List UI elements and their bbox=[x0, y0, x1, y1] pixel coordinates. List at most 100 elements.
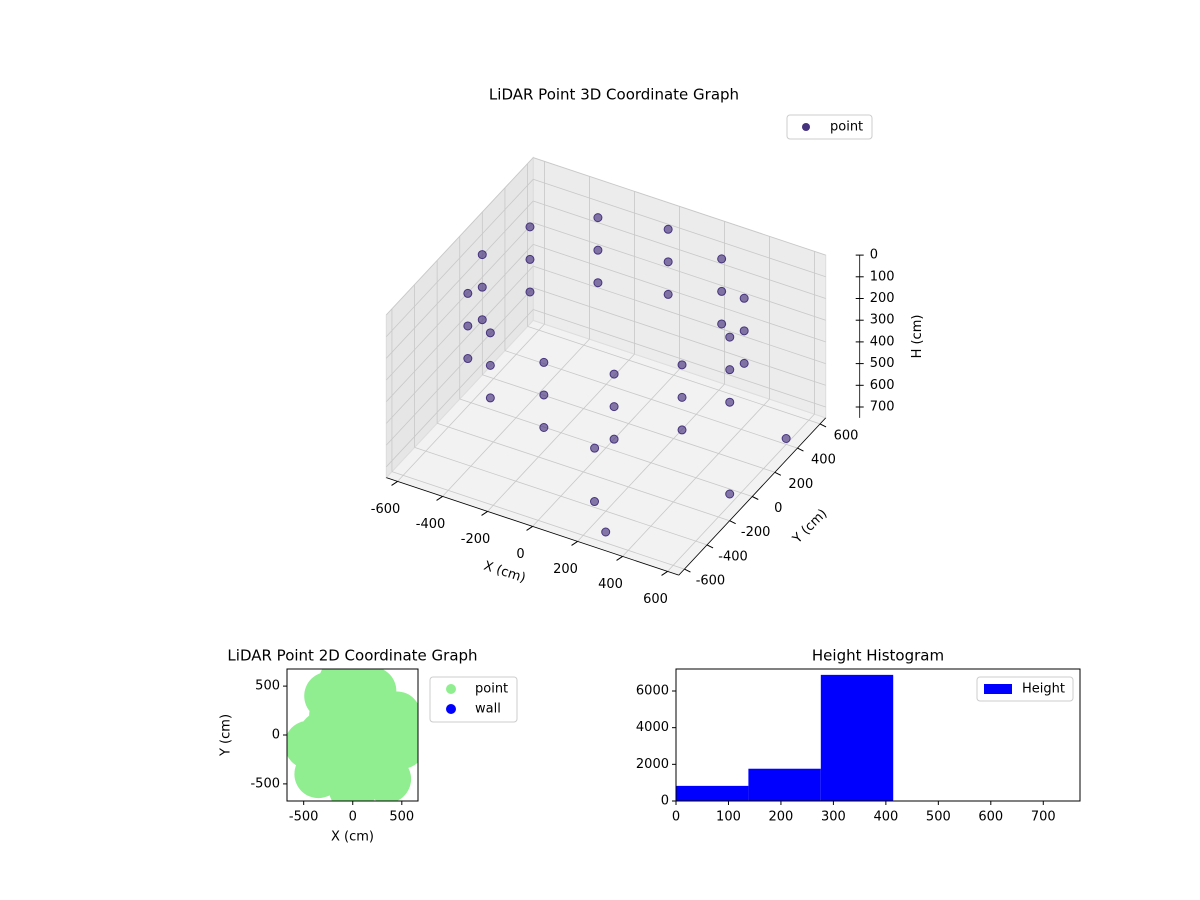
point bbox=[485, 360, 495, 370]
y-tick-label: -200 bbox=[741, 525, 771, 540]
point bbox=[717, 286, 727, 296]
x-axis-label: X (cm) bbox=[482, 559, 528, 587]
x-tick-label: -500 bbox=[289, 810, 319, 825]
z-tick-label: 500 bbox=[870, 356, 895, 371]
point bbox=[525, 222, 535, 232]
x-tick bbox=[391, 480, 398, 486]
point bbox=[717, 254, 727, 264]
plot bbox=[287, 669, 418, 801]
grid-line bbox=[386, 179, 534, 337]
grid-line bbox=[391, 471, 685, 570]
z-tick-label: 0 bbox=[870, 248, 878, 263]
point bbox=[590, 443, 600, 453]
point bbox=[477, 315, 487, 325]
point bbox=[525, 287, 535, 297]
x-tick-label: 300 bbox=[821, 810, 846, 825]
y-tick-label: 0 bbox=[774, 501, 782, 516]
x-tick bbox=[661, 570, 668, 576]
point bbox=[609, 402, 619, 412]
grid-line bbox=[533, 309, 826, 408]
grid-line bbox=[533, 157, 826, 256]
point bbox=[377, 720, 418, 769]
y-tick-label: 200 bbox=[788, 477, 813, 492]
y-tick-label: 4000 bbox=[636, 720, 669, 735]
point bbox=[663, 224, 673, 234]
y-axis-label: Y (cm) bbox=[219, 714, 234, 757]
y-tick-label: 2000 bbox=[636, 757, 669, 772]
x-tick-label: 600 bbox=[643, 592, 668, 607]
y-tick bbox=[706, 544, 714, 549]
y-tick-label: 0 bbox=[661, 794, 669, 809]
legend-marker bbox=[446, 704, 456, 714]
legend-label: Height bbox=[1022, 682, 1065, 697]
x-tick-label: 600 bbox=[978, 810, 1003, 825]
bar bbox=[820, 674, 894, 801]
grid-line bbox=[482, 374, 775, 473]
point bbox=[739, 293, 749, 303]
legend-box bbox=[976, 676, 1074, 702]
point bbox=[477, 282, 487, 292]
x-tick-label: 100 bbox=[716, 810, 741, 825]
grid-line bbox=[437, 422, 730, 522]
z-axis-label: H (cm) bbox=[910, 315, 925, 359]
y-tick bbox=[684, 568, 691, 573]
grid-line bbox=[386, 265, 534, 424]
point bbox=[593, 213, 603, 223]
z-tick-label: 700 bbox=[870, 400, 895, 415]
y-tick-label: -400 bbox=[718, 549, 748, 564]
grid-line bbox=[386, 287, 534, 446]
grid-line bbox=[533, 222, 826, 321]
point bbox=[485, 328, 495, 338]
x-tick-label: 0 bbox=[516, 547, 524, 562]
grid-line bbox=[504, 350, 798, 449]
z-tick-label: 200 bbox=[870, 291, 895, 306]
x-tick-label: 400 bbox=[873, 810, 898, 825]
legend-marker bbox=[446, 684, 456, 694]
axis-line bbox=[678, 417, 826, 576]
x-tick-label: 0 bbox=[349, 810, 357, 825]
legend-marker bbox=[984, 684, 1012, 694]
chart-title: LiDAR Point 2D Coordinate Graph bbox=[227, 647, 477, 665]
point bbox=[677, 425, 687, 435]
y-tick-label: 600 bbox=[834, 428, 859, 443]
x-tick-label: -400 bbox=[416, 517, 446, 532]
legend-box bbox=[786, 114, 873, 140]
x-tick-label: -600 bbox=[371, 502, 401, 517]
grid-line bbox=[533, 244, 826, 343]
point bbox=[525, 254, 535, 264]
x-tick bbox=[436, 495, 443, 501]
point bbox=[781, 434, 791, 443]
point bbox=[663, 257, 673, 267]
bar bbox=[676, 785, 749, 801]
point bbox=[539, 390, 549, 400]
y-tick bbox=[819, 423, 827, 428]
y-tick bbox=[729, 520, 736, 525]
y-axis-label: Y (cm) bbox=[789, 506, 830, 547]
point bbox=[477, 250, 487, 260]
point bbox=[593, 245, 603, 255]
z-tick-label: 400 bbox=[870, 334, 895, 349]
y-tick-label: 0 bbox=[272, 728, 280, 743]
x-tick-label: -200 bbox=[461, 532, 491, 547]
x-axis-label: X (cm) bbox=[331, 830, 374, 845]
legend-label: point bbox=[475, 682, 508, 697]
grid-line bbox=[533, 287, 826, 386]
x-tick-label: 500 bbox=[926, 810, 951, 825]
point bbox=[609, 369, 619, 379]
point bbox=[463, 288, 473, 298]
point bbox=[318, 669, 367, 706]
point bbox=[739, 326, 749, 336]
grid-line bbox=[386, 157, 534, 316]
y-tick-label: 6000 bbox=[636, 684, 669, 699]
x-tick bbox=[481, 510, 488, 516]
axes-frame bbox=[675, 668, 1081, 802]
point bbox=[485, 393, 495, 403]
grid-line bbox=[533, 200, 826, 299]
grid-line bbox=[386, 222, 534, 381]
point bbox=[590, 497, 599, 507]
grid-line bbox=[533, 178, 826, 278]
y-tick-label: 500 bbox=[255, 679, 280, 694]
point bbox=[725, 332, 735, 342]
x-tick bbox=[571, 540, 578, 546]
